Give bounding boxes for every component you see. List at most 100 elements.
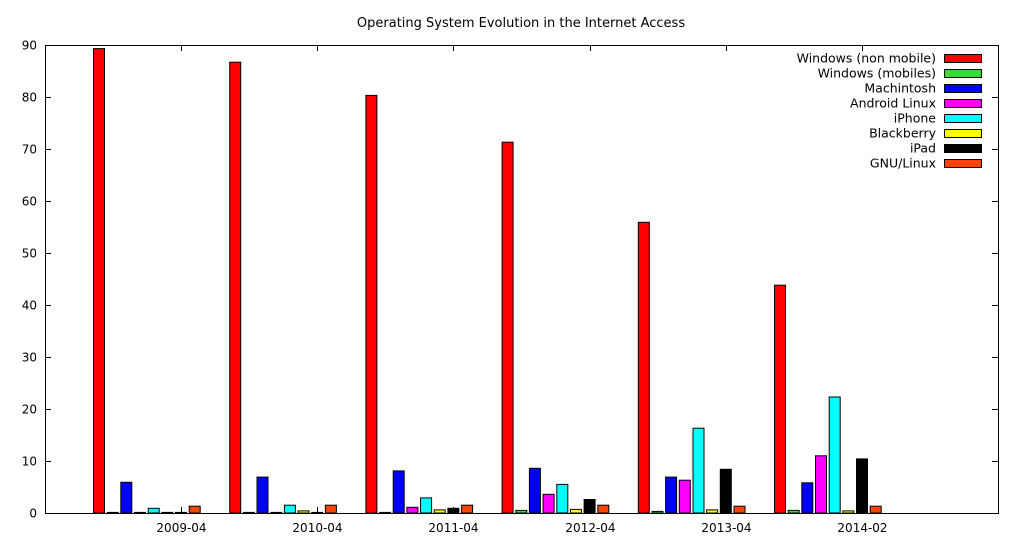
x-tick-label: 2009-04: [156, 521, 206, 535]
legend-item: iPhone: [894, 111, 982, 126]
y-tick-label: 60: [22, 195, 37, 209]
chart-title: Operating System Evolution in the Intern…: [357, 16, 685, 31]
legend-label: Android Linux: [850, 96, 936, 111]
y-tick-label: 70: [22, 143, 37, 157]
bar: [106, 511, 119, 514]
legend-swatch: [944, 129, 982, 138]
bar: [365, 94, 378, 514]
legend-label: iPad: [910, 141, 936, 156]
bar: [242, 511, 255, 514]
y-axis: 0 10 20 30 40 50 60 70 80 90: [22, 39, 998, 521]
bar: [461, 504, 474, 514]
legend-label: Windows (mobiles): [818, 66, 936, 81]
legend-item: Machintosh: [864, 81, 982, 96]
bar: [542, 493, 555, 514]
legend-item: GNU/Linux: [870, 156, 982, 171]
bar: [447, 507, 460, 514]
bar: [637, 221, 650, 514]
bar: [856, 458, 868, 514]
bar: [869, 505, 882, 514]
bar: [651, 510, 664, 514]
legend-label: Windows (non mobile): [797, 51, 936, 66]
bar: [256, 476, 269, 514]
legend-item: Windows (mobiles): [818, 66, 982, 81]
series-gnu-linux: [188, 504, 882, 514]
series-ipad: [175, 458, 868, 514]
series-windows-mobiles: [106, 509, 800, 514]
series-blackberry: [161, 508, 855, 514]
bar: [420, 497, 433, 514]
bar: [692, 427, 705, 514]
bar: [719, 468, 732, 514]
bar: [569, 508, 582, 514]
series-windows-non-mobile: [93, 48, 786, 514]
series-iphone: [147, 396, 841, 514]
x-tick-label: 2012-04: [565, 521, 615, 535]
bar: [311, 511, 324, 514]
bar: [270, 511, 283, 514]
bar: [678, 479, 691, 514]
y-tick-label: 20: [22, 403, 37, 417]
bar: [528, 467, 541, 514]
bar: [324, 504, 337, 514]
bar: [828, 396, 841, 514]
bar: [842, 510, 855, 514]
bar: [392, 470, 405, 514]
bar: [406, 506, 419, 514]
y-tick-label: 50: [22, 247, 37, 261]
bar: [188, 505, 201, 514]
legend-swatch: [944, 144, 982, 153]
bar: [815, 455, 827, 514]
bar: [515, 509, 528, 514]
legend-swatch: [944, 114, 982, 123]
bar: [706, 509, 719, 514]
y-tick-label: 40: [22, 299, 37, 313]
legend-label: GNU/Linux: [870, 156, 936, 171]
legend-swatch: [944, 99, 982, 108]
legend-item: Windows (non mobile): [797, 51, 982, 66]
x-tick-label: 2011-04: [428, 521, 478, 535]
bar: [161, 511, 174, 514]
bar: [774, 284, 786, 514]
bar: [501, 141, 514, 514]
series-android-linux: [134, 455, 827, 514]
bar: [175, 511, 187, 514]
bar: [93, 48, 105, 514]
x-axis: 2009-04 2010-04 2011-04 2012-04 2013-04 2014-…: [156, 45, 888, 535]
bar: [787, 509, 800, 514]
legend-label: Machintosh: [864, 81, 936, 96]
bar: [801, 482, 814, 514]
bar: [597, 504, 610, 514]
bar: [556, 483, 569, 514]
legend-swatch: [944, 69, 982, 78]
bar: [283, 504, 296, 514]
y-tick-label: 80: [22, 91, 37, 105]
bar: [147, 507, 160, 514]
bar: [733, 505, 746, 514]
bar: [583, 499, 596, 514]
bar: [379, 511, 392, 514]
legend-item: Blackberry: [869, 126, 982, 141]
series-machintosh: [120, 467, 814, 514]
bar: [665, 476, 678, 514]
plot-frame: [45, 45, 999, 514]
x-tick-label: 2010-04: [292, 521, 342, 535]
x-tick-label: 2013-04: [701, 521, 751, 535]
bar: [229, 61, 242, 514]
legend: Windows (non mobile)Windows (mobiles)Mac…: [797, 51, 982, 171]
legend-swatch: [944, 54, 982, 63]
bar-series-group: [93, 48, 882, 514]
legend-swatch: [944, 159, 982, 168]
y-tick-label: 30: [22, 351, 37, 365]
legend-swatch: [944, 84, 982, 93]
legend-item: Android Linux: [850, 96, 982, 111]
legend-label: iPhone: [894, 111, 937, 126]
y-tick-label: 90: [22, 39, 37, 53]
bar: [433, 509, 446, 514]
y-tick-label: 10: [22, 455, 37, 469]
y-tick-label: 0: [29, 507, 37, 521]
bar: [120, 481, 133, 514]
legend-item: iPad: [910, 141, 982, 156]
x-tick-label: 2014-02: [837, 521, 887, 535]
